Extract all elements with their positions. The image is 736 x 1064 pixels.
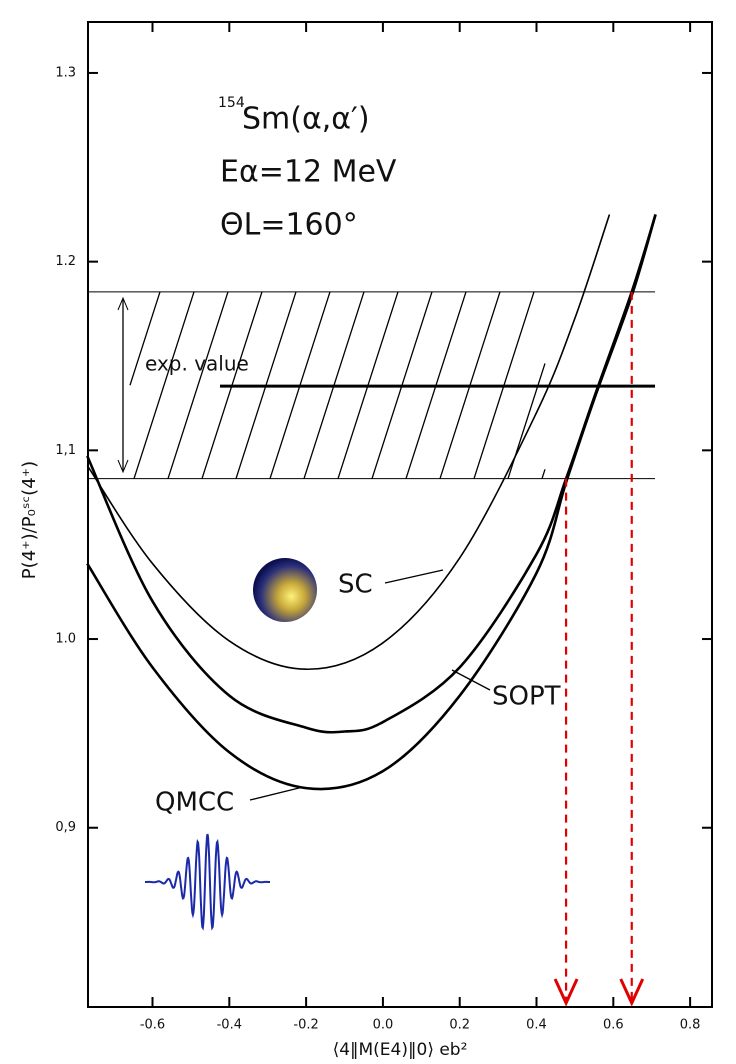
sphere-icon	[253, 558, 317, 622]
x-tick-label: 0.2	[449, 1018, 470, 1033]
band-arrow-head	[117, 296, 129, 474]
plot-frame	[87, 21, 713, 1008]
y-tick-label: 1.0	[55, 632, 76, 647]
series-label: SC	[338, 570, 373, 600]
series-label: QMCC	[155, 788, 234, 818]
x-tick-label: 0.8	[680, 1018, 701, 1033]
curve	[86, 214, 657, 791]
x-tick-label: -0.6	[140, 1018, 165, 1033]
annotation: Sm(α,α′)	[242, 102, 370, 137]
annotation: 154	[218, 95, 245, 111]
x-tick-label: 0.4	[526, 1018, 547, 1033]
marker-arrow	[619, 978, 645, 1007]
curve	[86, 214, 611, 671]
y-tick-label: 1.3	[55, 65, 76, 80]
x-tick-label: -0.4	[217, 1018, 242, 1033]
marker-arrow	[553, 978, 579, 1007]
y-tick-label: 1.2	[55, 254, 76, 269]
series-label: SOPT	[492, 682, 561, 712]
x-tick-label: -0.2	[293, 1018, 318, 1033]
x-tick-label: 0.6	[603, 1018, 624, 1033]
y-tick-label: 1,1	[55, 443, 76, 458]
annotation: exp. value	[145, 352, 249, 376]
annotation: Eα=12 MeV	[220, 155, 397, 190]
y-axis-label: P(4⁺)/P₀ˢᶜ(4⁺)	[19, 461, 40, 579]
y-tick-label: 0,9	[55, 820, 76, 835]
x-tick-label: 0.0	[373, 1018, 394, 1033]
annotation: ΘL=160°	[220, 208, 358, 243]
x-axis-label: ⟨4‖M(E4)‖0⟩ eb²	[333, 1040, 468, 1060]
wave-icon	[145, 833, 270, 931]
